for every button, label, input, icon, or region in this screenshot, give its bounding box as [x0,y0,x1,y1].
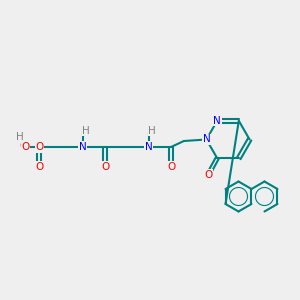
Text: H: H [82,125,90,136]
Text: O: O [21,142,30,152]
Text: H: H [148,125,156,136]
Text: N: N [202,134,210,145]
Text: O: O [35,161,43,172]
Text: O: O [101,161,109,172]
Text: O: O [167,161,175,172]
Text: O: O [35,142,44,152]
Text: N: N [145,142,152,152]
Text: O: O [20,141,28,152]
Text: N: N [213,116,221,126]
Text: H: H [16,132,23,142]
Text: N: N [79,142,86,152]
Text: O: O [204,170,212,180]
